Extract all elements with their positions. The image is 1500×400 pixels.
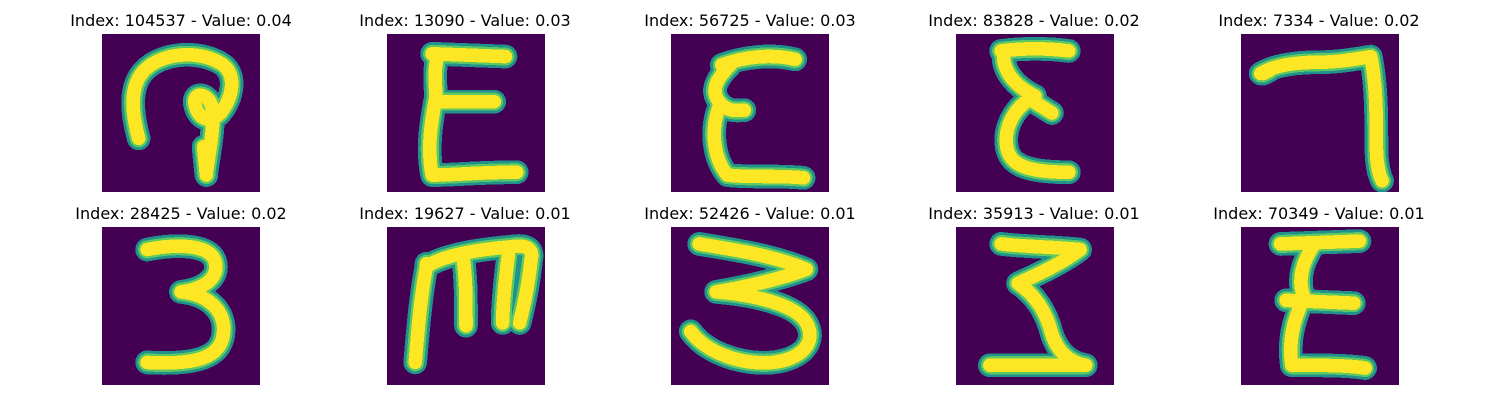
digit-image-7 xyxy=(387,227,545,385)
panel-title-9: Index: 35913 - Value: 0.01 xyxy=(928,204,1140,223)
digit-image-4 xyxy=(956,34,1114,192)
panel-title-4: Index: 83828 - Value: 0.02 xyxy=(928,11,1140,30)
digit-panel-3: Index: 56725 - Value: 0.03 xyxy=(600,0,900,192)
digit-image-1 xyxy=(102,34,260,192)
panel-title-5: Index: 7334 - Value: 0.02 xyxy=(1218,11,1420,30)
digit-image-2 xyxy=(387,34,545,192)
panel-title-6: Index: 28425 - Value: 0.02 xyxy=(75,204,287,223)
digit-image-3 xyxy=(671,34,829,192)
digit-panel-1: Index: 104537 - Value: 0.04 xyxy=(31,0,331,192)
digit-image-10 xyxy=(1241,227,1399,385)
panel-title-10: Index: 70349 - Value: 0.01 xyxy=(1213,204,1425,223)
digit-panel-7: Index: 19627 - Value: 0.01 xyxy=(315,193,615,385)
digit-panel-10: Index: 70349 - Value: 0.01 xyxy=(1169,193,1469,385)
digit-image-6 xyxy=(102,227,260,385)
panel-title-3: Index: 56725 - Value: 0.03 xyxy=(644,11,856,30)
digit-panel-4: Index: 83828 - Value: 0.02 xyxy=(884,0,1184,192)
digit-panel-9: Index: 35913 - Value: 0.01 xyxy=(884,193,1184,385)
panel-title-1: Index: 104537 - Value: 0.04 xyxy=(70,11,292,30)
panel-title-7: Index: 19627 - Value: 0.01 xyxy=(359,204,571,223)
digit-image-9 xyxy=(956,227,1114,385)
panel-title-2: Index: 13090 - Value: 0.03 xyxy=(359,11,571,30)
digit-panel-6: Index: 28425 - Value: 0.02 xyxy=(31,193,331,385)
digit-panel-5: Index: 7334 - Value: 0.02 xyxy=(1169,0,1469,192)
digit-panel-8: Index: 52426 - Value: 0.01 xyxy=(600,193,900,385)
panel-title-8: Index: 52426 - Value: 0.01 xyxy=(644,204,856,223)
digit-panel-2: Index: 13090 - Value: 0.03 xyxy=(315,0,615,192)
digit-image-8 xyxy=(671,227,829,385)
digit-image-5 xyxy=(1241,34,1399,192)
